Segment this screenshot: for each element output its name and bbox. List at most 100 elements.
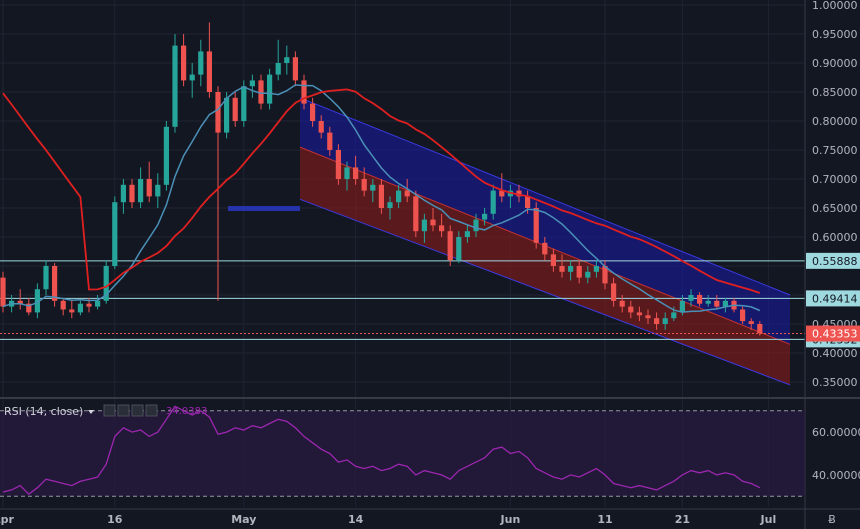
candle-body xyxy=(292,57,298,81)
candle-body xyxy=(181,45,187,81)
candle-body xyxy=(60,300,66,310)
candle-body xyxy=(284,57,290,63)
candle-body xyxy=(490,190,496,214)
candle-body xyxy=(430,219,436,226)
time-tick-label: 11 xyxy=(597,513,612,526)
candle-body xyxy=(473,219,479,232)
rsi-control-icon[interactable] xyxy=(145,404,158,417)
candle-body xyxy=(714,300,720,307)
candle-body xyxy=(301,80,307,104)
level-tag-label: 0.49414 xyxy=(812,292,858,305)
candle-body xyxy=(533,208,539,243)
price-tick-label: 0.75000 xyxy=(812,144,858,157)
candle-body xyxy=(215,92,221,133)
candle-body xyxy=(516,190,522,197)
candle-body xyxy=(585,271,591,278)
candle-body xyxy=(550,254,556,266)
candle-body xyxy=(103,266,109,301)
candle-body xyxy=(378,184,384,208)
candle-body xyxy=(576,266,582,278)
level-tag xyxy=(806,290,860,307)
candle-body xyxy=(636,312,642,316)
time-tick-label: 16 xyxy=(107,513,123,526)
rsi-title[interactable]: RSI (14, close) xyxy=(4,405,83,418)
price-tick-label: 0.80000 xyxy=(812,115,858,128)
rsi-dropdown-icon[interactable] xyxy=(88,410,94,414)
candle-body xyxy=(232,97,238,121)
candle-body xyxy=(112,202,118,266)
channel-anchor-marker xyxy=(228,206,300,211)
channel-lower-line xyxy=(299,198,791,386)
rsi-control-icon[interactable] xyxy=(131,404,144,417)
candle-body xyxy=(17,300,23,304)
candle-body xyxy=(748,321,754,324)
candle-body xyxy=(679,300,685,313)
candle-body xyxy=(705,300,711,304)
candle-body xyxy=(611,283,617,301)
rsi-tick-label: 40.00000 xyxy=(812,469,860,482)
rsi-band xyxy=(0,410,805,497)
candle-body xyxy=(172,45,178,127)
candle-body xyxy=(95,300,101,307)
candle-body xyxy=(86,303,92,307)
candle-body xyxy=(370,184,376,191)
candle-body xyxy=(697,295,703,304)
candle-body xyxy=(404,190,410,197)
candle-body xyxy=(275,63,281,75)
candle-body xyxy=(206,51,212,92)
candle-body xyxy=(645,315,651,319)
rsi-pane[interactable]: 60.00000 40.00000 RSI (14, close) 34.0383 xyxy=(0,404,860,497)
current-price-tag xyxy=(806,325,860,342)
candle-body xyxy=(138,179,144,203)
candle-body xyxy=(671,312,677,319)
candle-body xyxy=(722,300,728,307)
candle-body xyxy=(318,121,324,133)
candle-body xyxy=(335,150,341,179)
candle-body xyxy=(688,295,694,301)
time-tick-label: Jun xyxy=(500,513,521,526)
time-axis[interactable]: Apr 16 May 14 Jun 11 21 Jul Ƀ xyxy=(0,508,860,526)
candle-body xyxy=(559,266,565,272)
candle-body xyxy=(310,103,316,121)
candle-body xyxy=(163,126,169,185)
rsi-control-icon[interactable] xyxy=(117,404,130,417)
candle-body xyxy=(241,86,247,121)
current-price-tag-label: 0.43353 xyxy=(812,328,858,341)
candle-body xyxy=(361,179,367,191)
candle-body xyxy=(421,219,427,232)
candle-body xyxy=(353,167,359,179)
candle-body xyxy=(593,266,599,272)
rsi-line xyxy=(2,405,761,496)
price-tick-label: 0.35000 xyxy=(812,376,858,389)
rsi-control-icon[interactable] xyxy=(103,404,116,417)
candle-body xyxy=(654,318,660,324)
time-tick-label: 21 xyxy=(675,513,690,526)
channel-lower-band xyxy=(300,147,790,385)
candle-body xyxy=(69,309,75,313)
rsi-tick-label: 60.00000 xyxy=(812,426,860,439)
moving-averages xyxy=(2,84,761,313)
candle-body xyxy=(542,242,548,255)
candle-body xyxy=(327,132,333,150)
candle-body xyxy=(120,184,126,203)
candle-body xyxy=(602,266,608,284)
candle-body xyxy=(267,74,273,104)
candle-body xyxy=(43,266,49,290)
level-tag-label: 0.55888 xyxy=(812,255,858,268)
candle-body xyxy=(249,80,255,87)
candle-body xyxy=(146,179,152,197)
candle-body xyxy=(447,231,453,261)
level-tag xyxy=(806,252,860,269)
candle-body xyxy=(77,303,83,313)
candle-body xyxy=(628,306,634,313)
price-tick-label: 0.85000 xyxy=(812,86,858,99)
candle-body xyxy=(344,167,350,179)
candle-body xyxy=(155,184,161,197)
candle-body xyxy=(619,300,625,307)
price-tick-label: 0.90000 xyxy=(812,57,858,70)
price-tick-label: 0.40000 xyxy=(812,347,858,360)
candle-body xyxy=(224,97,230,133)
candle-body xyxy=(439,225,445,232)
